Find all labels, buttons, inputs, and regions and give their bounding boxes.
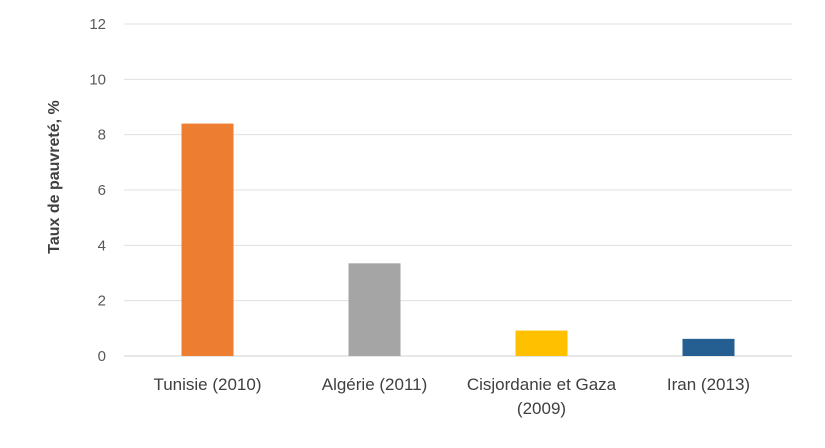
y-axis-ticks: 0 2 4 6 8 10 12 xyxy=(89,16,106,365)
y-tick-label: 8 xyxy=(98,127,106,144)
y-tick-label: 2 xyxy=(98,293,106,310)
y-tick-label: 12 xyxy=(89,16,106,33)
bar xyxy=(515,330,568,356)
x-category-label: Tunisie (2010) xyxy=(153,375,261,394)
x-category-label: (2009) xyxy=(517,399,566,418)
x-axis-categories: Tunisie (2010) Algérie (2011) Cisjordanie … xyxy=(153,375,750,418)
x-category-label: Cisjordanie et Gaza xyxy=(467,375,617,394)
x-category-label: Algérie (2011) xyxy=(322,375,428,394)
bars xyxy=(181,123,735,356)
bar xyxy=(348,263,401,356)
y-tick-label: 6 xyxy=(98,182,106,199)
y-tick-label: 10 xyxy=(89,71,106,88)
gridlines xyxy=(124,23,792,357)
y-axis-label: Taux de pauvreté, % xyxy=(46,100,63,254)
y-tick-label: 0 xyxy=(98,348,106,365)
y-tick-label: 4 xyxy=(98,237,106,254)
bar xyxy=(682,338,735,356)
x-category-label: Iran (2013) xyxy=(667,375,750,394)
bar xyxy=(181,123,234,356)
